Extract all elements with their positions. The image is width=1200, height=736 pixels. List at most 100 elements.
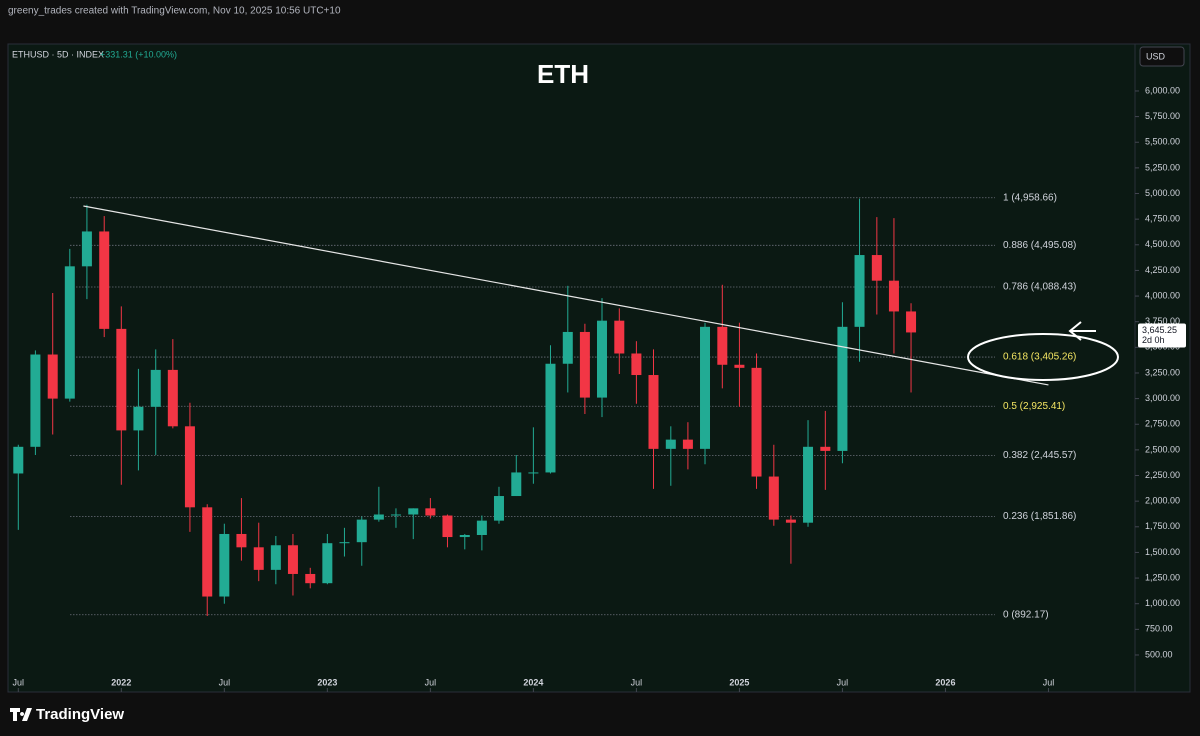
brand: TradingView bbox=[36, 706, 124, 723]
candle-body bbox=[13, 446, 24, 474]
candle-body bbox=[648, 375, 659, 449]
candle-body bbox=[219, 533, 230, 597]
candle-body bbox=[167, 369, 178, 427]
countdown: 2d 0h bbox=[1142, 335, 1165, 345]
y-tick-label: 1,250.00 bbox=[1145, 572, 1180, 582]
candle-body bbox=[270, 545, 281, 570]
y-tick-label: 3,750.00 bbox=[1145, 316, 1180, 326]
y-tick-label: 5,750.00 bbox=[1145, 111, 1180, 121]
candle-body bbox=[682, 439, 693, 449]
candle-body bbox=[562, 331, 573, 364]
x-tick-label: Jul bbox=[219, 677, 231, 687]
fib-level-label: 0.236 (1,851.86) bbox=[1003, 511, 1076, 522]
change: +331.31 (+10.00%) bbox=[100, 49, 177, 59]
x-tick-label: 2024 bbox=[523, 677, 543, 687]
fib-level-label: 1 (4,958.66) bbox=[1003, 192, 1057, 203]
candle-body bbox=[150, 369, 161, 407]
y-tick-label: 5,000.00 bbox=[1145, 188, 1180, 198]
y-tick-label: 500.00 bbox=[1145, 649, 1173, 659]
candle-body bbox=[476, 520, 487, 535]
candle-body bbox=[493, 496, 504, 521]
y-tick-label: 750.00 bbox=[1145, 624, 1173, 634]
candle-body bbox=[356, 519, 367, 543]
fib-level-label: 0.618 (3,405.26) bbox=[1003, 352, 1076, 363]
y-tick-label: 2,250.00 bbox=[1145, 470, 1180, 480]
fib-level-label: 0.5 (2,925.41) bbox=[1003, 401, 1065, 412]
candle-body bbox=[442, 515, 453, 538]
y-tick-label: 4,250.00 bbox=[1145, 265, 1180, 275]
candle-body bbox=[133, 406, 144, 431]
x-tick-label: 2023 bbox=[317, 677, 337, 687]
candle-body bbox=[64, 266, 75, 399]
candle-body bbox=[305, 573, 316, 584]
candle-body bbox=[116, 328, 127, 431]
fib-level-label: 0 (892.17) bbox=[1003, 609, 1049, 620]
fib-level-label: 0.382 (2,445.57) bbox=[1003, 450, 1076, 461]
candle-body bbox=[236, 533, 247, 548]
candle-body bbox=[888, 280, 899, 312]
candle-body bbox=[322, 543, 333, 584]
plot-layer: 500.00 750.00 1,000.00 1,250.00 1,500.00 1,75… bbox=[13, 85, 1180, 692]
candle-body bbox=[665, 439, 676, 449]
symbol: ETHUSD · 5D · INDEX bbox=[12, 49, 104, 59]
last-price-label: 3,645.25 bbox=[1142, 325, 1177, 335]
candle-body bbox=[425, 508, 436, 516]
candle-body bbox=[906, 311, 917, 333]
y-tick-label: 1,000.00 bbox=[1145, 598, 1180, 608]
arrow bbox=[1068, 321, 1096, 341]
candle-body bbox=[373, 514, 384, 520]
credit: greeny_trades created with TradingView.c… bbox=[8, 6, 341, 17]
candle-body bbox=[202, 507, 213, 597]
candle-body bbox=[768, 476, 779, 520]
chart-title: ETH bbox=[537, 59, 589, 89]
x-tick-label: Jul bbox=[13, 677, 25, 687]
y-tick-label: 1,500.00 bbox=[1145, 547, 1180, 557]
currency[interactable]: USD bbox=[1146, 51, 1166, 61]
candle-body bbox=[287, 545, 298, 574]
y-tick-label: 1,750.00 bbox=[1145, 521, 1180, 531]
candle-body bbox=[614, 320, 625, 354]
candle-body bbox=[81, 231, 92, 267]
y-tick-label: 5,250.00 bbox=[1145, 162, 1180, 172]
y-tick-label: 5,500.00 bbox=[1145, 137, 1180, 147]
x-tick-label: 2022 bbox=[111, 677, 131, 687]
candle-body bbox=[390, 514, 401, 516]
y-tick-label: 3,000.00 bbox=[1145, 393, 1180, 403]
candle-body bbox=[596, 320, 607, 398]
x-tick-label: Jul bbox=[837, 677, 849, 687]
candle-body bbox=[99, 231, 110, 329]
candle-body bbox=[751, 367, 762, 477]
y-tick-label: 2,000.00 bbox=[1145, 496, 1180, 506]
candle-body bbox=[459, 534, 470, 538]
x-tick-label: Jul bbox=[1043, 677, 1055, 687]
currency-button[interactable] bbox=[1139, 46, 1185, 67]
y-tick-label: 2,750.00 bbox=[1145, 419, 1180, 429]
candle-body bbox=[545, 363, 556, 473]
candle-body bbox=[511, 472, 522, 497]
candle-body bbox=[408, 508, 419, 515]
y-tick-label: 4,750.00 bbox=[1145, 214, 1180, 224]
candle-body bbox=[700, 326, 711, 449]
y-tick-label: 4,000.00 bbox=[1145, 290, 1180, 300]
candle-body bbox=[631, 353, 642, 376]
candle-body bbox=[717, 326, 728, 365]
y-tick-label: 2,500.00 bbox=[1145, 444, 1180, 454]
candle-body bbox=[184, 426, 195, 508]
x-tick-label: 2026 bbox=[935, 677, 955, 687]
fib-level-label: 0.786 (4,088.43) bbox=[1003, 282, 1076, 293]
candle-body bbox=[820, 446, 831, 451]
x-tick-label: 2025 bbox=[729, 677, 749, 687]
candle-body bbox=[47, 354, 58, 399]
y-tick-label: 3,250.00 bbox=[1145, 367, 1180, 377]
x-tick-label: Jul bbox=[631, 677, 643, 687]
y-tick-label: 6,000.00 bbox=[1145, 85, 1180, 95]
y-tick-label: 4,500.00 bbox=[1145, 239, 1180, 249]
candle-body bbox=[30, 354, 41, 447]
candle-body bbox=[871, 255, 882, 281]
candle-body bbox=[579, 331, 590, 398]
brand-icon bbox=[10, 708, 32, 721]
candle-body bbox=[785, 519, 796, 523]
candle-body bbox=[339, 542, 350, 544]
